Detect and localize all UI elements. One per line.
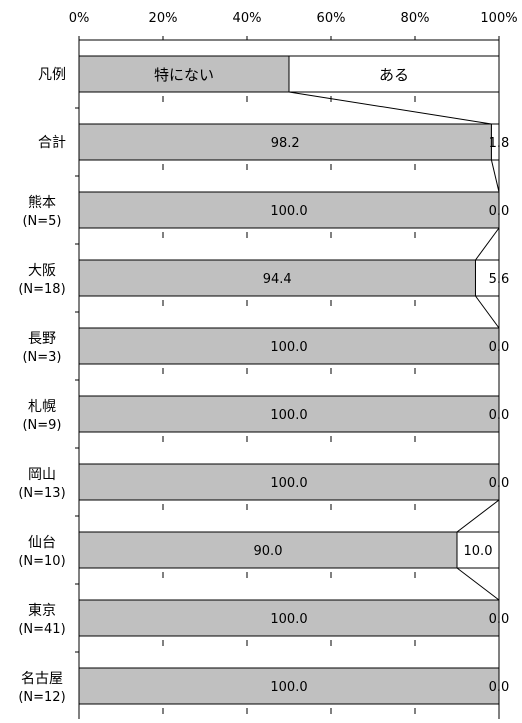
bar-segment-yes xyxy=(456,531,500,569)
data-label-none: 98.2 xyxy=(271,136,300,151)
x-tick-label: 0% xyxy=(69,11,90,26)
legend-row-label: 凡例 xyxy=(38,67,66,83)
data-label-yes: 0.0 xyxy=(489,612,510,627)
category-label: 岡山 xyxy=(28,467,56,483)
bar-segment-none xyxy=(78,123,492,161)
legend-swatch-none xyxy=(78,55,290,93)
bar-segment-none xyxy=(78,395,500,433)
x-tick-label: 40% xyxy=(233,11,262,26)
bar-segment-none xyxy=(78,327,500,365)
category-label: 合計 xyxy=(38,135,66,151)
series-connector-line xyxy=(456,499,500,533)
legend-label-yes: ある xyxy=(379,66,409,84)
bar-segment-yes xyxy=(490,123,500,161)
data-label-yes: 0.0 xyxy=(489,476,510,491)
category-label-n: (N=41) xyxy=(18,622,65,637)
category-label: 長野 xyxy=(28,331,56,347)
bar-segment-none xyxy=(78,259,476,297)
category-label-n: (N=9) xyxy=(22,418,61,433)
bar-segment-none xyxy=(78,463,500,501)
data-label-yes: 5.6 xyxy=(489,272,510,287)
category-label-n: (N=10) xyxy=(18,554,65,569)
category-label: 仙台 xyxy=(28,535,56,551)
x-tick-label: 100% xyxy=(480,11,517,26)
data-label-yes: 0.0 xyxy=(489,204,510,219)
bar-segment-none xyxy=(78,667,500,705)
series-connector-line xyxy=(288,91,492,125)
x-tick-label: 60% xyxy=(317,11,346,26)
data-label-yes: 0.0 xyxy=(489,680,510,695)
data-label-none: 100.0 xyxy=(270,408,307,423)
data-label-yes: 0.0 xyxy=(489,340,510,355)
series-connector-line xyxy=(490,159,500,193)
x-tick-label: 80% xyxy=(401,11,430,26)
x-tick-label: 20% xyxy=(149,11,178,26)
category-label-n: (N=18) xyxy=(18,282,65,297)
bar-segment-none xyxy=(78,599,500,637)
data-label-yes: 1.8 xyxy=(489,136,510,151)
category-label: 東京 xyxy=(28,603,56,619)
series-connector-line xyxy=(475,227,500,261)
series-connector-line xyxy=(456,567,500,601)
bar-segment-none xyxy=(78,191,500,229)
bar-segment-yes xyxy=(474,259,500,297)
category-label-n: (N=5) xyxy=(22,214,61,229)
legend-swatch-yes xyxy=(288,55,500,93)
data-label-none: 100.0 xyxy=(270,340,307,355)
category-label: 熊本 xyxy=(28,195,56,211)
data-label-none: 100.0 xyxy=(270,476,307,491)
category-label: 大阪 xyxy=(28,263,56,279)
bar-segment-none xyxy=(78,531,458,569)
legend-label-none: 特にない xyxy=(154,66,214,84)
category-label: 札幌 xyxy=(28,399,56,415)
data-label-yes: 10.0 xyxy=(464,544,493,559)
data-label-none: 100.0 xyxy=(270,612,307,627)
data-label-none: 100.0 xyxy=(270,204,307,219)
category-label: 名古屋 xyxy=(21,671,63,687)
data-label-yes: 0.0 xyxy=(489,408,510,423)
data-label-none: 90.0 xyxy=(254,544,283,559)
data-label-none: 94.4 xyxy=(263,272,292,287)
data-label-none: 100.0 xyxy=(270,680,307,695)
series-connector-line xyxy=(475,295,500,329)
category-label-n: (N=13) xyxy=(18,486,65,501)
category-label-n: (N=12) xyxy=(18,690,65,705)
category-label-n: (N=3) xyxy=(22,350,61,365)
